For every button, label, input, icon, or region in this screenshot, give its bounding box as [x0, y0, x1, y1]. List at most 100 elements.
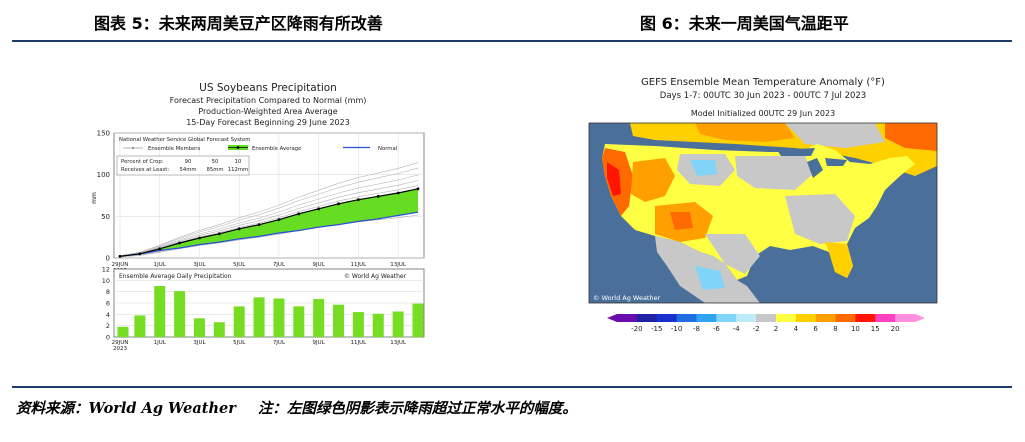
main-x-tick-label: 11JUL: [351, 262, 368, 268]
stats-row1-v2: 50: [212, 159, 219, 165]
normal-line: [119, 211, 419, 257]
colorbar-segment: [775, 314, 797, 322]
main-plot-frame: [113, 132, 425, 259]
lake-huron: [825, 158, 847, 166]
colorbar-tick-label: 20: [891, 325, 900, 333]
daily-precip-bar: [392, 311, 404, 337]
bar-x-tick-label: 5JUL: [233, 340, 246, 346]
main-y-tick-label: 50: [101, 213, 110, 221]
ensemble-average-point: [376, 194, 380, 198]
colorbar-tick-label: -10: [671, 325, 682, 333]
soybean-precip-figure: US Soybeans Precipitation Forecast Preci…: [91, 82, 425, 352]
map-subtitle: Days 1-7: 00UTC 30 Jun 2023 - 00UTC 7 Ju…: [660, 91, 866, 101]
colorbar: -20 -15 -10 -8 -6 -4 -2 2 4 6 8 10 15 20: [607, 314, 925, 333]
bar-chart-title: Ensemble Average Daily Precipitation: [119, 273, 232, 280]
bar-x-tick-label: 11JUL: [351, 340, 368, 346]
legend-normal-label: Normal: [378, 146, 397, 152]
bottom-rule: [12, 386, 1012, 388]
ensemble-average-point: [277, 218, 281, 222]
colorbar-segment: [656, 314, 678, 322]
canada-warm-core: [695, 123, 795, 142]
colorbar-tick-label: -6: [713, 325, 721, 333]
legend-members-label: Ensemble Members: [148, 146, 200, 152]
canada-east-warm: [885, 123, 937, 151]
bar-watermark: © World Ag Weather: [344, 273, 407, 280]
rockies-cool: [690, 160, 717, 176]
colorbar-tick-label: 15: [871, 325, 880, 333]
colorbar-tick-label: 10: [851, 325, 860, 333]
colorbar-segment: [756, 314, 777, 322]
bar-x-tick-label: 7JUL: [273, 340, 286, 346]
ensemble-member-line: [119, 174, 419, 257]
chart-subtitle-2: Production-Weighted Area Average: [198, 107, 337, 116]
colorbar-tick-label: 8: [833, 325, 837, 333]
colorbar-tick-label: 2: [774, 325, 778, 333]
colorbar-segment: [716, 314, 737, 322]
colorbar-segment: [835, 314, 856, 322]
left-figure-caption: 图表 5：未来两周美豆产区降雨有所改善: [94, 14, 383, 33]
canada-neutral: [785, 123, 885, 148]
mexico-cool: [695, 266, 725, 290]
map-watermark: © World Ag Weather: [593, 294, 661, 302]
chart-subtitle-3: 15-Day Forecast Beginning 29 June 2023: [186, 118, 350, 127]
colorbar-segment: [676, 314, 697, 322]
chart-title: US Soybeans Precipitation: [199, 82, 337, 94]
lake-michigan: [807, 158, 823, 178]
colorbar-segment: [815, 314, 837, 322]
ensemble-average-point: [138, 252, 142, 256]
map-title: GEFS Ensemble Mean Temperature Anomaly (…: [641, 77, 885, 88]
daily-precip-bar: [293, 306, 305, 337]
ensemble-average-point: [317, 207, 321, 211]
main-y-tick-label: 100: [97, 171, 110, 179]
colorbar-right-arrow: [915, 314, 925, 322]
legend-members-marker: [131, 146, 135, 150]
bar-y-tick-label: 0: [106, 334, 110, 342]
colorbar-left-arrow: [607, 314, 617, 322]
ensemble-member-line: [119, 214, 419, 258]
ensemble-average-point: [416, 187, 420, 191]
southwest-heat-core: [670, 212, 693, 230]
daily-precip-bar: [273, 298, 285, 337]
bar-x-tick-label: 29JUN: [112, 340, 129, 346]
colorbar-tick-label: -2: [753, 325, 760, 333]
ensemble-average-point: [118, 254, 122, 258]
colorbar-segment: [736, 314, 757, 322]
y-axis-label: mm: [91, 192, 98, 204]
chart-subtitle-1: Forecast Precipitation Compared to Norma…: [170, 96, 367, 105]
texas-neutral: [705, 234, 760, 274]
colorbar-tick-label: -15: [651, 325, 662, 333]
daily-precip-bar: [154, 286, 166, 337]
daily-precip-bar: [412, 303, 424, 337]
right-figure-caption: 图 6：未来一周美国气温距平: [640, 14, 849, 33]
daily-precip-bar: [233, 306, 245, 337]
bar-y-tick-label: 10: [102, 277, 110, 285]
stats-row2-v1: 54mm: [179, 167, 196, 173]
bar-y-tick-label: 6: [106, 300, 110, 308]
stats-row1-label: Percent of Crop:: [121, 159, 164, 165]
stats-row1-v1: 90: [185, 159, 192, 165]
bar-y-tick-label: 2: [106, 322, 110, 330]
colorbar-tick-label: -20: [631, 325, 642, 333]
us-map: © World Ag Weather: [588, 122, 938, 304]
ensemble-average-point: [198, 236, 201, 240]
bar-x-tick-label: 3JUL: [193, 340, 206, 346]
bar-x-tick-label: 1JUL: [154, 340, 167, 346]
daily-precip-bar: [117, 326, 129, 337]
main-x-tick-label: 29JUN: [112, 262, 129, 268]
ensemble-average-point: [178, 241, 181, 245]
daily-precip-bar: [134, 315, 146, 337]
legend: National Weather Service Global Forecast…: [119, 137, 397, 152]
lake-superior: [777, 148, 815, 156]
main-y-tick-label: 150: [97, 130, 110, 138]
main-x-tick-label: 7JUL: [273, 262, 286, 268]
florida-warm: [825, 242, 853, 278]
colorbar-tick-label: 4: [794, 325, 799, 333]
bar-y-tick-label: 12: [102, 266, 110, 274]
ensemble-member-line: [119, 167, 419, 257]
source-note: 资料来源：World Ag Weather: [16, 400, 236, 417]
ensemble-average-point: [257, 223, 261, 227]
main-x-tick-label: 1JUL: [154, 262, 167, 268]
colorbar-tick-label: -4: [733, 325, 741, 333]
ensemble-member-line: [119, 162, 419, 256]
daily-precip-bar: [193, 318, 205, 337]
